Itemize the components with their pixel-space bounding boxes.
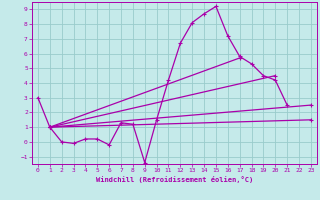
- X-axis label: Windchill (Refroidissement éolien,°C): Windchill (Refroidissement éolien,°C): [96, 176, 253, 183]
